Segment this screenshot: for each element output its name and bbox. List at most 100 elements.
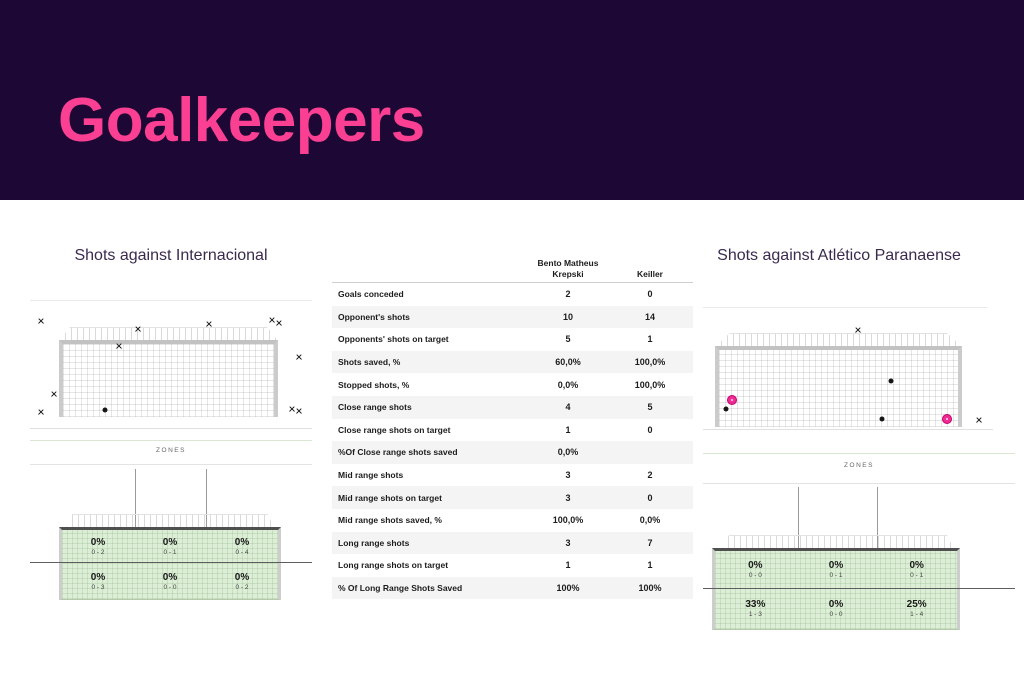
shot-marker-miss [50,391,57,398]
right-zones-divider-top [703,453,1015,454]
left-section-title: Shots against Internacional [74,247,268,264]
table-row: Shots saved, % 60,0% 100,0% [332,350,693,374]
left-zones-divider-bottom [30,464,312,465]
goal-frame [59,340,278,417]
shot-marker-shot [879,416,885,422]
right-zones-divider-bottom [703,483,1015,484]
right-zones-label: ZONES [844,462,874,469]
table-row: Close range shots 4 5 [332,395,693,419]
left-top-divider [30,300,312,301]
right-zones-grid: 0% 0 - 0 0% 0 - 1 0% 0 - 1 33% 1 - 3 0% … [712,548,960,630]
goal-frame [715,346,962,427]
column-header-keiller: Keiller [637,269,663,279]
shot-marker-shot [723,406,729,412]
bento-value: 4 [565,402,571,413]
keiller-value: 1 [647,334,653,345]
table-row: Mid range shots on target 3 0 [332,486,693,509]
shot-marker-miss [295,354,302,361]
keiller-value: 0 [647,289,653,300]
bento-value: 100% [556,583,580,594]
row-label: Opponents' shots on target [338,334,449,345]
keiller-value: 0 [647,424,653,435]
keiller-value: 7 [647,537,653,548]
row-label: Goals conceded [338,289,404,300]
shot-marker-miss [276,319,283,326]
zone-pct: 0% [162,571,178,583]
right-zones-top-row: 0% 0 - 0 0% 0 - 1 0% 0 - 1 [715,551,957,588]
zone-count: 1 - 3 [748,611,762,618]
table-row: Stopped shots, % 0,0% 100,0% [332,373,693,396]
keiller-value: 100,0% [634,379,666,390]
left-zones-net-top [66,514,274,528]
row-label: Mid range shots saved, % [338,515,442,526]
shot-marker-miss [135,326,142,333]
row-label: Close range shots [338,402,412,413]
bento-value: 100,0% [552,515,584,526]
left-zones-bottom-row: 0% 0 - 3 0% 0 - 0 0% 0 - 2 [62,562,278,600]
left-zones-top-row: 0% 0 - 2 0% 0 - 1 0% 0 - 4 [62,530,278,562]
row-label: Mid range shots [338,470,404,481]
zone-cell: 0% 0 - 1 [134,530,206,562]
zone-cell: 33% 1 - 3 [715,588,796,629]
bento-value: 1 [565,424,571,435]
zone-cell: 0% 0 - 1 [796,551,877,588]
zone-cell: 25% 1 - 4 [876,588,957,629]
row-label: Opponent's shots [338,311,410,322]
zone-pct: 0% [828,560,844,571]
bento-value: 10 [562,311,573,322]
page-title: Goalkeepers [58,86,425,155]
keiller-value: 0 [647,492,653,503]
zone-count: 0 - 0 [163,583,177,591]
left-zones-grid: 0% 0 - 2 0% 0 - 1 0% 0 - 4 0% 0 - 3 0% 0… [59,527,281,600]
keiller-value: 100,0% [634,357,666,368]
zone-count: 0 - 2 [91,548,105,556]
zone-pct: 0% [90,571,106,583]
right-ground-line [703,429,993,430]
shot-marker-goal [727,394,738,405]
shot-marker-shot [888,378,894,384]
table-row: % Of Long Range Shots Saved 100% 100% [332,576,693,600]
bento-value: 0,0% [557,447,579,458]
zone-count: 0 - 1 [910,572,924,579]
bento-value: 3 [565,492,571,503]
zone-cell: 0% 0 - 2 [62,530,134,562]
bento-value: 1 [565,560,571,571]
right-zones-net-top [722,535,954,549]
keiller-value: 1 [647,560,653,571]
row-label: Stopped shots, % [338,379,410,390]
zone-pct: 0% [162,536,178,548]
zone-count: 0 - 4 [235,548,249,556]
zone-count: 0 - 0 [829,611,843,618]
zone-count: 0 - 1 [163,548,177,556]
table-row: Opponents' shots on target 5 1 [332,328,693,351]
shot-marker-miss [37,318,44,325]
table-row: Long range shots 3 7 [332,531,693,555]
bento-value: 3 [565,470,571,481]
zone-pct: 0% [90,536,106,548]
left-zones-label: ZONES [156,447,186,454]
zone-count: 1 - 4 [910,611,924,618]
table-row: Mid range shots saved, % 100,0% 0,0% [332,509,693,532]
row-label: Long range shots on target [338,560,449,571]
table-row: Long range shots on target 1 1 [332,554,693,577]
right-goal-shotmap [703,309,1015,430]
bento-value: 2 [565,289,571,300]
shot-marker-miss [115,343,122,350]
left-goal-shotmap [30,303,312,428]
keiller-value: 2 [647,470,653,481]
row-label: %Of Close range shots saved [338,447,458,458]
row-label: Shots saved, % [338,357,401,368]
table-row: %Of Close range shots saved 0,0% [332,441,693,464]
shot-marker-miss [38,408,45,415]
zone-cell: 0% 0 - 2 [206,562,278,600]
zone-cell: 0% 0 - 0 [796,588,877,629]
bento-value: 0,0% [557,379,579,390]
zone-count: 0 - 2 [235,583,249,591]
keiller-value: 5 [647,402,653,413]
zone-pct: 25% [906,599,927,610]
table-row: Goals conceded 2 0 [332,283,693,306]
zone-cell: 0% 0 - 4 [206,530,278,562]
goal-net-top [715,333,962,347]
table-row: Mid range shots 3 2 [332,464,693,487]
shot-marker-miss [975,417,982,424]
